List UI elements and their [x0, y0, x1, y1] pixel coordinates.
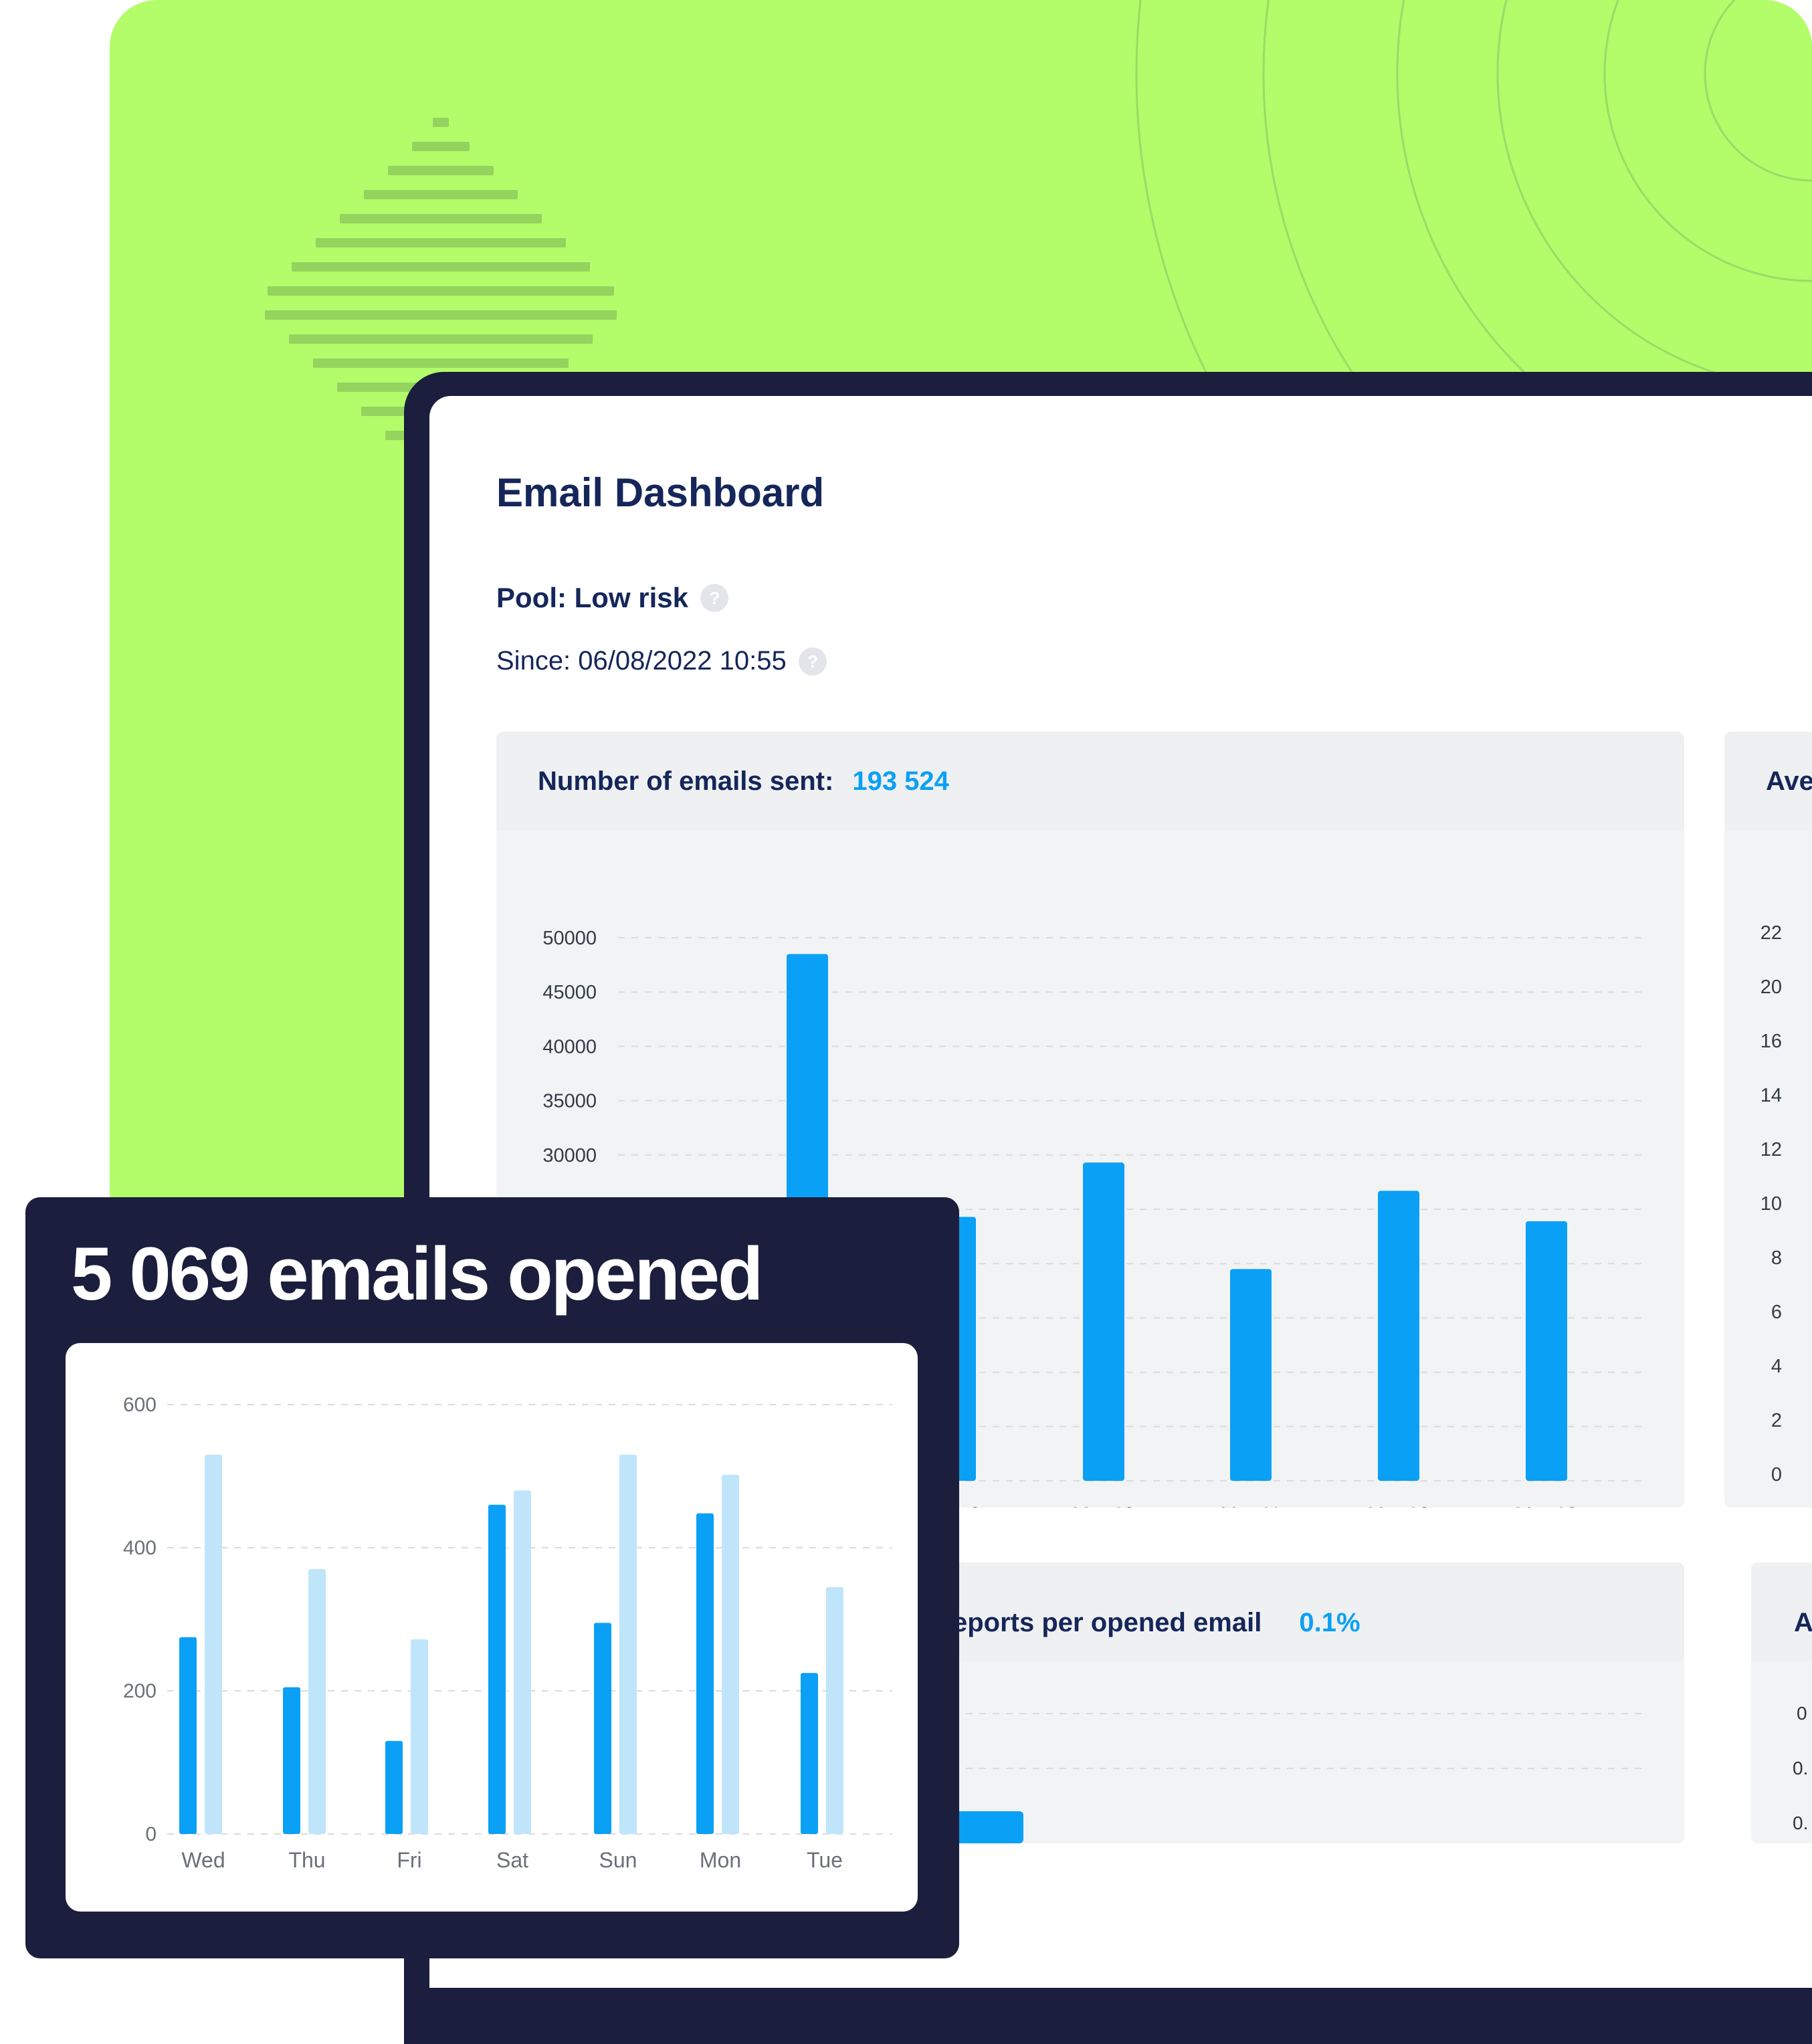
bar [1083, 1162, 1124, 1481]
bar-series-1 [488, 1504, 506, 1834]
bar-series-2 [205, 1454, 222, 1834]
y-tick-label: 400 [123, 1537, 157, 1559]
bar-series-1 [594, 1623, 611, 1834]
x-tick-label: Wed [181, 1848, 225, 1872]
reports-title: eports per opened email [952, 1608, 1262, 1637]
y-tick-label: 8 [1771, 1247, 1782, 1269]
reports-chart [944, 1713, 1643, 1843]
bar-series-1 [179, 1637, 197, 1834]
bar-series-2 [411, 1639, 428, 1834]
reports-heading: eports per opened email 0.1% [952, 1608, 1361, 1638]
tick-label: 0. [1793, 1758, 1809, 1778]
y-tick-label: 6 [1771, 1302, 1782, 1323]
since-row: Since: 06/08/2022 10:55 ? [496, 646, 827, 676]
bar-series-2 [722, 1474, 739, 1834]
y-tick-label: 12 [1760, 1139, 1782, 1160]
y-tick-label: 600 [123, 1394, 157, 1416]
reports-bar [944, 1811, 1023, 1843]
y-tick-label: 0 [1771, 1464, 1782, 1486]
x-tick-label: Sun [599, 1848, 637, 1872]
y-tick-label: 35000 [542, 1091, 597, 1112]
pool-help-icon[interactable]: ? [700, 584, 729, 612]
x-tick-label: Mar 12 [1367, 1504, 1429, 1508]
emails-opened-chart-panel: 600 400 200 0 Wed Thu Fri Sat Sun Mon Tue [66, 1343, 918, 1912]
bar-series-2 [308, 1569, 326, 1834]
tick-label: 0 [1797, 1703, 1807, 1724]
y-tick-label: 200 [123, 1680, 157, 1702]
since-help-icon[interactable]: ? [799, 647, 827, 676]
y-tick-label: 45000 [542, 982, 597, 1003]
y-tick-label: 40000 [542, 1036, 597, 1057]
bar-series-1 [696, 1513, 714, 1834]
x-tick-label: Mon [700, 1848, 741, 1872]
bar [1526, 1221, 1567, 1481]
y-tick-label: 14 [1760, 1085, 1782, 1106]
y-tick-label: 22 [1760, 922, 1782, 944]
bar [1230, 1269, 1272, 1481]
x-tick-label: Mar 10 [1072, 1504, 1134, 1508]
bar-series-2 [826, 1587, 843, 1834]
pool-row: Pool: Low risk ? [496, 582, 729, 614]
emails-sent-card-header [496, 732, 1684, 831]
average-card-header [1724, 732, 1812, 831]
x-tick-label: Mar 11 [1220, 1504, 1281, 1508]
y-tick-label: 16 [1760, 1031, 1782, 1052]
y-tick-label: 50000 [542, 928, 597, 949]
since-label: Since: 06/08/2022 10:55 [496, 646, 787, 676]
x-tick-label: Fri [397, 1848, 421, 1872]
y-tick-label: 20 [1760, 977, 1782, 998]
y-tick-label: 4 [1771, 1356, 1782, 1377]
bar-series-2 [514, 1490, 531, 1834]
x-tick-label: Sat [496, 1848, 528, 1872]
x-tick-label: Thu [288, 1848, 325, 1872]
bar-series-1 [385, 1740, 403, 1834]
tick-label: 0. [1793, 1813, 1809, 1833]
y-tick-label: 10 [1760, 1193, 1782, 1215]
bar-series-1 [801, 1673, 818, 1834]
bar-series-1 [283, 1687, 300, 1834]
pool-label: Pool: Low risk [496, 582, 689, 613]
emails-opened-title: 5 069 emails opened [71, 1232, 763, 1316]
emails-sent-total: 193 524 [852, 766, 949, 796]
emails-sent-title: Number of emails sent: [538, 766, 834, 796]
y-tick-label: 2 [1771, 1410, 1782, 1431]
bar-series-2 [619, 1454, 637, 1834]
reports-value: 0.1% [1299, 1608, 1361, 1637]
right-bottom-card: A 0 0. 0. [1751, 1562, 1812, 1843]
emails-sent-heading: Number of emails sent: 193 524 [538, 766, 949, 797]
concentric-circles-decoration [1135, 0, 1812, 750]
right-bottom-card-title: A [1794, 1608, 1812, 1637]
average-card: Ave 22 20 16 14 12 10 8 6 4 2 0 [1724, 732, 1812, 1508]
x-tick-label: Tue [807, 1848, 843, 1872]
y-tick-label: 0 [145, 1823, 157, 1845]
average-card-title: Ave [1766, 766, 1812, 796]
bar [1378, 1191, 1419, 1481]
x-tick-label: Mar 13 [1515, 1504, 1577, 1508]
right-bottom-card-header [1751, 1562, 1812, 1661]
emails-opened-chart: 600 400 200 0 Wed Thu Fri Sat Sun Mon Tue [123, 1394, 892, 1872]
page-title: Email Dashboard [496, 470, 825, 515]
y-tick-label: 30000 [542, 1145, 597, 1166]
